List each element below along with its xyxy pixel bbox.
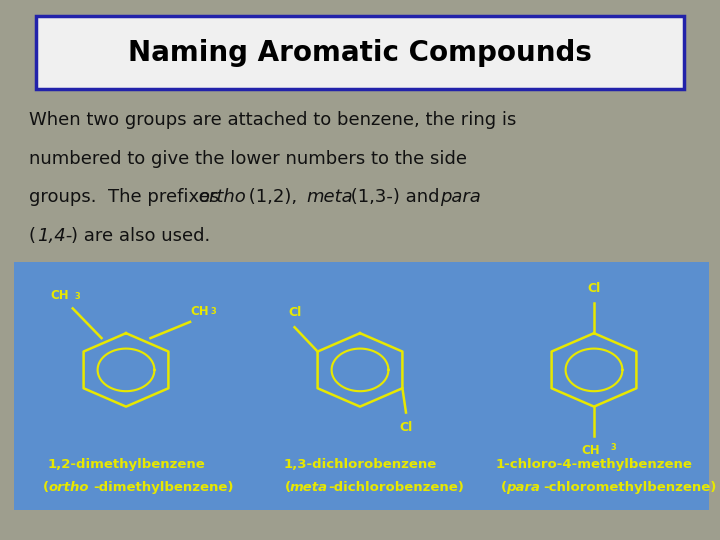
Text: (1,2),: (1,2), — [243, 188, 302, 206]
Text: Cl: Cl — [288, 306, 301, 319]
Text: -dichlorobenzene): -dichlorobenzene) — [328, 481, 464, 494]
Text: para: para — [506, 481, 540, 494]
Text: meta: meta — [306, 188, 353, 206]
Text: para: para — [440, 188, 481, 206]
Text: 1-chloro-4-methylbenzene: 1-chloro-4-methylbenzene — [495, 458, 693, 471]
FancyBboxPatch shape — [36, 16, 684, 89]
FancyBboxPatch shape — [14, 262, 709, 510]
Text: groups.  The prefixes: groups. The prefixes — [29, 188, 225, 206]
Text: 3: 3 — [210, 307, 216, 316]
Text: Naming Aromatic Compounds: Naming Aromatic Compounds — [128, 39, 592, 66]
Text: ortho: ortho — [198, 188, 246, 206]
Text: (: ( — [29, 227, 36, 245]
Text: 1,3-dichlorobenzene: 1,3-dichlorobenzene — [284, 458, 436, 471]
Text: -dimethylbenzene): -dimethylbenzene) — [93, 481, 233, 494]
Text: Cl: Cl — [588, 282, 600, 295]
Text: 3: 3 — [611, 443, 616, 453]
Text: -chloromethylbenzene): -chloromethylbenzene) — [544, 481, 717, 494]
Text: (1,3-) and: (1,3-) and — [345, 188, 445, 206]
Text: (: ( — [284, 481, 291, 494]
Text: numbered to give the lower numbers to the side: numbered to give the lower numbers to th… — [29, 150, 467, 167]
Text: 3: 3 — [74, 292, 80, 301]
Text: meta: meta — [289, 481, 328, 494]
Text: ortho: ortho — [48, 481, 89, 494]
Text: When two groups are attached to benzene, the ring is: When two groups are attached to benzene,… — [29, 111, 516, 129]
Text: ) are also used.: ) are also used. — [71, 227, 210, 245]
Text: CH: CH — [581, 444, 600, 457]
Text: (: ( — [43, 481, 50, 494]
Text: (: ( — [500, 481, 507, 494]
Text: 1,2-dimethylbenzene: 1,2-dimethylbenzene — [47, 458, 205, 471]
Text: CH: CH — [190, 305, 209, 318]
Text: 1,4-: 1,4- — [37, 227, 73, 245]
Text: Cl: Cl — [400, 421, 413, 434]
Text: CH: CH — [50, 289, 69, 302]
